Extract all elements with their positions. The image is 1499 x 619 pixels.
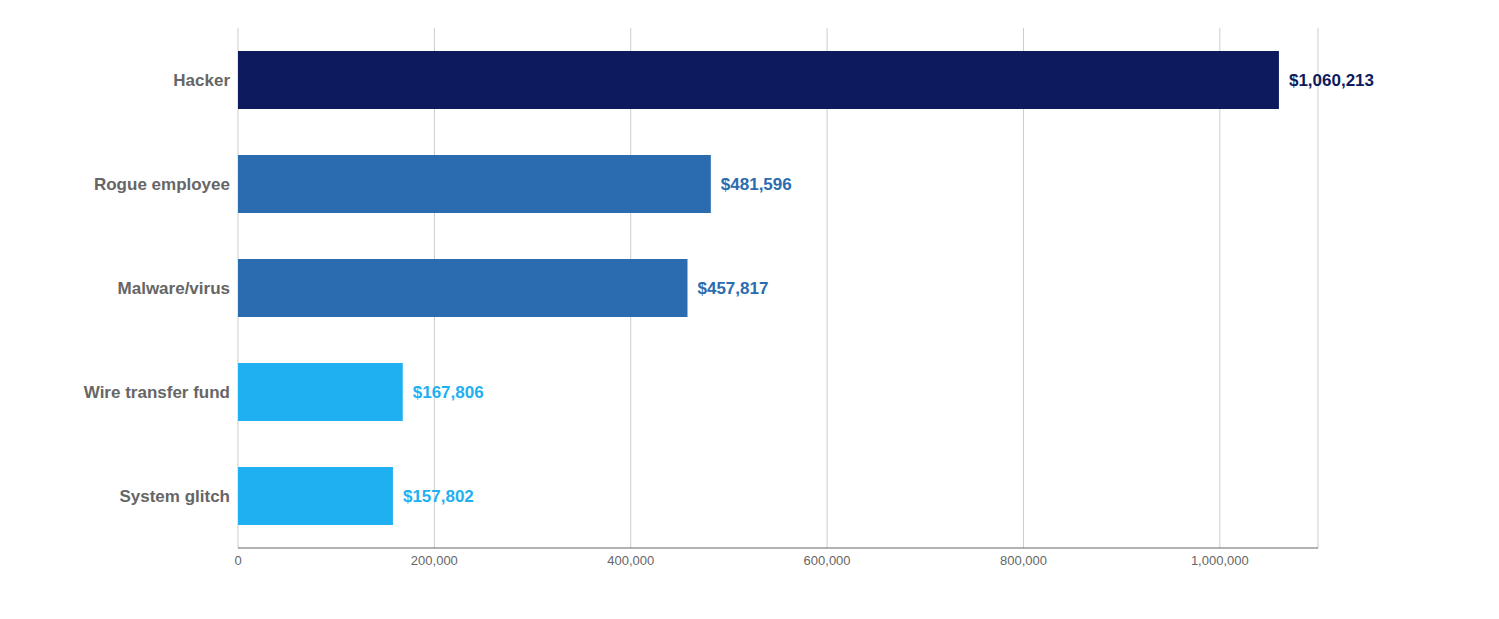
svg-text:$481,596: $481,596: [721, 175, 792, 194]
svg-text:$167,806: $167,806: [413, 383, 484, 402]
svg-text:System glitch: System glitch: [119, 487, 230, 506]
svg-text:400,000: 400,000: [607, 553, 654, 568]
svg-text:Rogue employee: Rogue employee: [94, 175, 230, 194]
svg-text:Wire transfer fund: Wire transfer fund: [84, 383, 230, 402]
svg-text:$457,817: $457,817: [697, 279, 768, 298]
svg-text:Hacker: Hacker: [173, 71, 230, 90]
svg-text:$157,802: $157,802: [403, 487, 474, 506]
svg-text:$1,060,213: $1,060,213: [1289, 71, 1374, 90]
svg-text:0: 0: [234, 553, 241, 568]
svg-text:800,000: 800,000: [1000, 553, 1047, 568]
svg-text:Malware/virus: Malware/virus: [118, 279, 230, 298]
svg-text:200,000: 200,000: [411, 553, 458, 568]
svg-text:1,000,000: 1,000,000: [1191, 553, 1249, 568]
svg-text:600,000: 600,000: [804, 553, 851, 568]
